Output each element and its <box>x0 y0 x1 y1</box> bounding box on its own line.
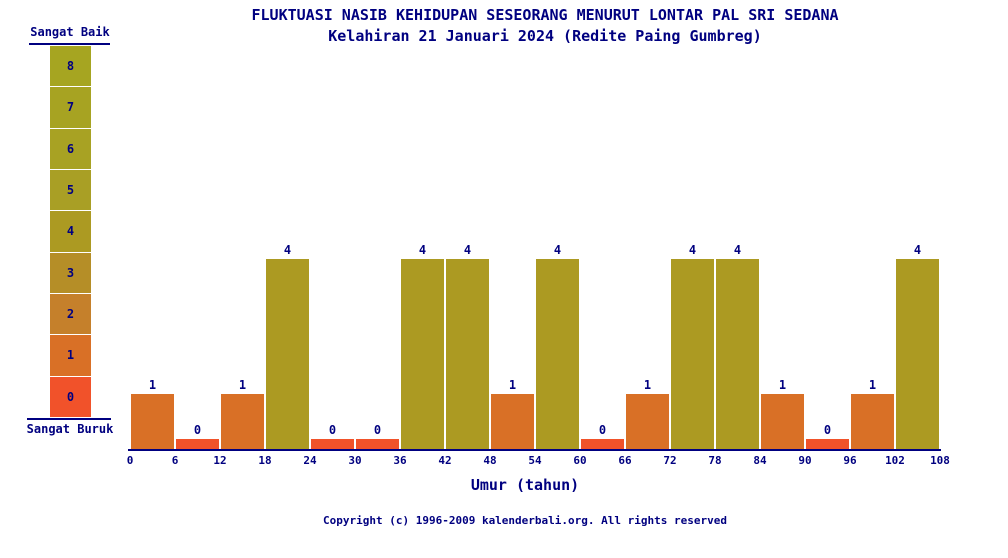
bar-age-30-36 <box>356 439 399 449</box>
x-tick-label-42: 42 <box>438 454 452 467</box>
legend-box-3: 3 <box>50 252 91 293</box>
bar-value-label: 1 <box>643 378 652 392</box>
x-tick-label-90: 90 <box>798 454 812 467</box>
bar-age-42-48 <box>446 259 489 449</box>
legend-box-value: 8 <box>66 59 75 74</box>
legend-box-value: 3 <box>66 265 75 280</box>
x-tick-label-12: 12 <box>213 454 227 467</box>
x-tick-label-0: 0 <box>126 454 134 467</box>
bar-age-12-18 <box>221 394 264 449</box>
bar-value-label: 0 <box>373 423 382 437</box>
x-tick-label-6: 6 <box>171 454 179 467</box>
bar-age-18-24 <box>266 259 309 449</box>
bar-age-84-90 <box>761 394 804 449</box>
bar-value-label: 4 <box>913 243 922 257</box>
x-tick-label-108: 108 <box>930 454 950 467</box>
legend-box-1: 1 <box>50 335 91 376</box>
chart-title: FLUKTUASI NASIB KEHIDUPAN SESEORANG MENU… <box>251 6 839 24</box>
legend-box-0: 0 <box>50 376 91 417</box>
bar-value-label: 0 <box>328 423 337 437</box>
copyright-text: Copyright (c) 1996-2009 kalenderbali.org… <box>323 514 727 527</box>
legend-box-value: 1 <box>66 348 75 363</box>
chart-subtitle: Kelahiran 21 Januari 2024 (Redite Paing … <box>328 27 762 45</box>
bar-value-label: 4 <box>463 243 472 257</box>
legend-box-value: 4 <box>66 224 75 239</box>
bar-age-90-96 <box>806 439 849 449</box>
legend-bottom-rule <box>27 418 111 420</box>
bar-value-label: 4 <box>418 243 427 257</box>
x-tick-label-66: 66 <box>618 454 632 467</box>
bar-value-label: 4 <box>553 243 562 257</box>
bar-age-102-108 <box>896 259 939 449</box>
x-tick-label-84: 84 <box>753 454 767 467</box>
x-tick-label-48: 48 <box>483 454 497 467</box>
legend-box-4: 4 <box>50 211 91 252</box>
x-tick-label-30: 30 <box>348 454 362 467</box>
x-tick-label-36: 36 <box>393 454 407 467</box>
x-tick-label-54: 54 <box>528 454 542 467</box>
bar-age-78-84 <box>716 259 759 449</box>
bar-value-label: 0 <box>823 423 832 437</box>
bar-age-0-6 <box>131 394 174 449</box>
bar-age-24-30 <box>311 439 354 449</box>
chart-title-block: FLUKTUASI NASIB KEHIDUPAN SESEORANG MENU… <box>82 5 1008 47</box>
x-tick-label-102: 102 <box>885 454 905 467</box>
legend-top-label: Sangat Baik <box>30 25 110 39</box>
bar-age-72-78 <box>671 259 714 449</box>
bar-value-label: 0 <box>598 423 607 437</box>
legend-box-value: 6 <box>66 141 75 156</box>
bar-age-66-72 <box>626 394 669 449</box>
legend-box-7: 7 <box>50 87 91 128</box>
x-tick-label-96: 96 <box>843 454 857 467</box>
bar-value-label: 1 <box>778 378 787 392</box>
legend-box-2: 2 <box>50 293 91 335</box>
x-tick-label-24: 24 <box>303 454 317 467</box>
legend-bottom-label: Sangat Buruk <box>26 422 114 436</box>
x-tick-label-72: 72 <box>663 454 677 467</box>
legend-top-rule <box>29 43 110 45</box>
bar-age-36-42 <box>401 259 444 449</box>
legend-box-value: 2 <box>66 307 75 322</box>
legend-box-5: 5 <box>50 169 91 211</box>
bar-age-60-66 <box>581 439 624 449</box>
bar-age-54-60 <box>536 259 579 449</box>
bar-value-label: 1 <box>148 378 157 392</box>
x-tick-label-60: 60 <box>573 454 587 467</box>
legend-box-8: 8 <box>50 46 91 87</box>
legend-box-value: 0 <box>66 389 75 404</box>
x-tick-label-78: 78 <box>708 454 722 467</box>
legend-box-value: 7 <box>66 100 75 115</box>
bar-value-label: 1 <box>868 378 877 392</box>
bar-value-label: 4 <box>688 243 697 257</box>
x-axis-label: Umur (tahun) <box>470 476 580 494</box>
bar-value-label: 1 <box>238 378 247 392</box>
bar-value-label: 4 <box>733 243 742 257</box>
x-axis-line <box>128 449 941 451</box>
bar-age-48-54 <box>491 394 534 449</box>
legend-color-scale: 8 7 6 5 4 3 2 1 0 <box>50 46 91 417</box>
bar-value-label: 0 <box>193 423 202 437</box>
bar-value-label: 1 <box>508 378 517 392</box>
legend-box-6: 6 <box>50 128 91 169</box>
bar-age-96-102 <box>851 394 894 449</box>
bar-value-label: 4 <box>283 243 292 257</box>
x-tick-label-18: 18 <box>258 454 272 467</box>
legend-box-value: 5 <box>66 183 75 198</box>
bar-age-6-12 <box>176 439 219 449</box>
